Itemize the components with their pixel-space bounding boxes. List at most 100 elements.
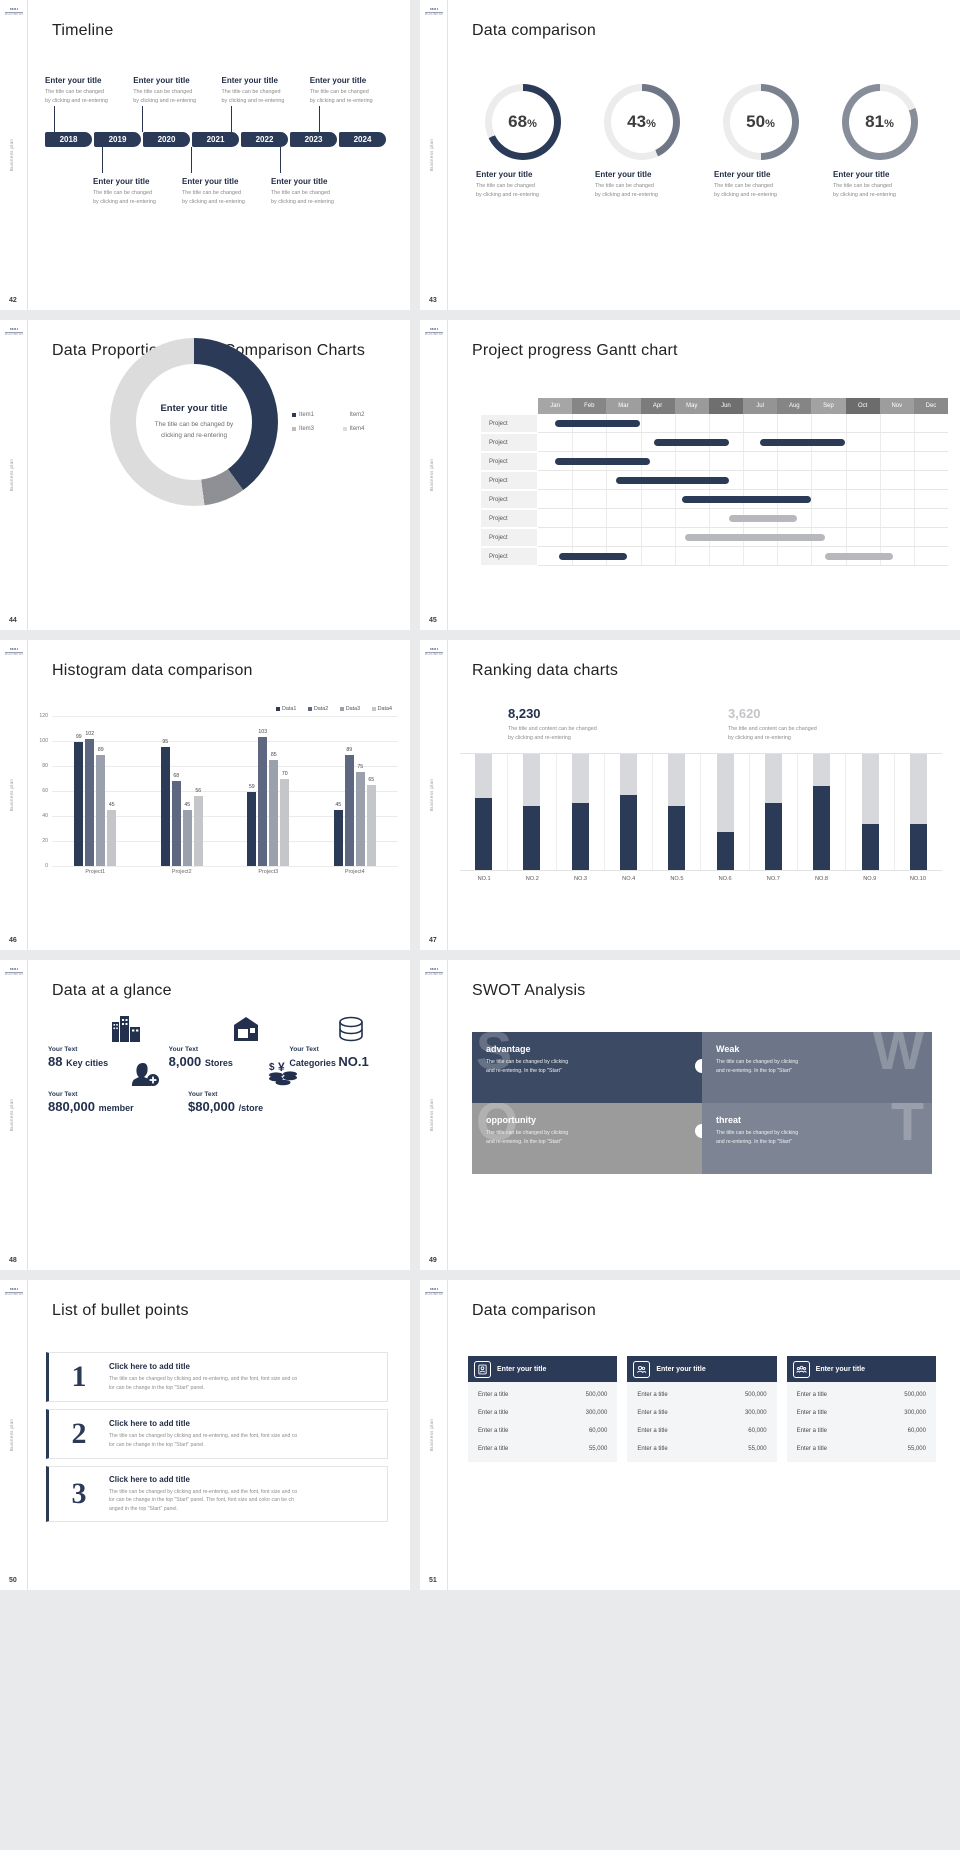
table-row[interactable]: Enter a title 60,000 xyxy=(478,1428,608,1434)
gauge-item[interactable]: 81% Enter your title The title can be ch… xyxy=(827,84,932,200)
bar[interactable]: 89 xyxy=(344,747,354,866)
bar[interactable]: 59 xyxy=(247,784,257,866)
headline-secondary[interactable]: 3,620 The title and content can be chang… xyxy=(728,706,817,741)
slide-comparison-table[interactable]: TEXT BUSINESS Business plan 51 Data comp… xyxy=(420,1280,960,1590)
list-item[interactable]: 3 Click here to add title The title can … xyxy=(46,1466,388,1522)
ranking-column[interactable] xyxy=(460,754,509,870)
gantt-row[interactable]: Project xyxy=(480,433,948,452)
slide-data-comparison-gauges[interactable]: TEXT BUSINESS Business plan 43 Data comp… xyxy=(420,0,960,310)
slide-gantt[interactable]: TEXT BUSINESS Business plan 45 Project p… xyxy=(420,320,960,630)
gantt-bar[interactable] xyxy=(684,534,825,541)
slide-data-proportions[interactable]: TEXT BUSINESS Business plan 44 Data Prop… xyxy=(0,320,410,630)
bar[interactable]: 103 xyxy=(258,729,268,866)
bar[interactable]: 75 xyxy=(355,764,365,866)
bar[interactable]: 56 xyxy=(193,788,203,866)
bar[interactable]: 102 xyxy=(85,731,95,866)
list-item[interactable]: 1 Click here to add title The title can … xyxy=(46,1352,388,1402)
legend-item[interactable]: Item2 xyxy=(349,412,365,418)
legend-item[interactable]: Item4 xyxy=(342,426,388,432)
bar[interactable]: 99 xyxy=(74,734,84,866)
gantt-row[interactable]: Project xyxy=(480,509,948,528)
gantt-row[interactable]: Project xyxy=(480,471,948,490)
swot-weakness[interactable]: W Weak The title can be changed by click… xyxy=(702,1032,932,1103)
gantt-bar[interactable] xyxy=(554,420,641,427)
list-item[interactable]: 2 Click here to add title The title can … xyxy=(46,1409,388,1459)
swot-opportunity[interactable]: O opportunity The title can be changed b… xyxy=(472,1103,702,1174)
bar[interactable]: 45 xyxy=(107,802,117,866)
timeline-item[interactable]: Enter your title The title can be change… xyxy=(222,76,310,132)
gantt-bar[interactable] xyxy=(616,477,730,484)
legend-item[interactable]: Item3 xyxy=(292,426,337,432)
table-column[interactable]: Enter your title Enter a title 500,000 En… xyxy=(468,1356,618,1462)
bar[interactable]: 68 xyxy=(171,773,181,866)
slide-timeline[interactable]: TEXT BUSINESS Business plan 42 Timeline … xyxy=(0,0,410,310)
slide-ranking[interactable]: TEXT BUSINESS Business plan 47 Ranking d… xyxy=(420,640,960,950)
table-column[interactable]: Enter your title Enter a title 500,000 En… xyxy=(627,1356,777,1462)
gantt-row[interactable]: Project xyxy=(480,528,948,547)
year-chip[interactable]: 2019 xyxy=(94,132,141,147)
year-chip[interactable]: 2020 xyxy=(143,132,190,147)
bar[interactable]: 85 xyxy=(269,752,279,866)
bar[interactable]: 45 xyxy=(333,802,343,866)
stat-item[interactable]: $ ¥ Your Text $80,000 /store xyxy=(188,1060,310,1114)
table-column[interactable]: Enter your title Enter a title 500,000 En… xyxy=(786,1356,936,1462)
gantt-row[interactable]: Project xyxy=(480,547,948,566)
gantt-row[interactable]: Project xyxy=(480,490,948,509)
gantt-row[interactable]: Project xyxy=(480,414,948,433)
table-row[interactable]: Enter a title 55,000 xyxy=(637,1446,767,1452)
bar[interactable]: 95 xyxy=(160,739,170,866)
gantt-bar[interactable] xyxy=(759,439,846,446)
table-row[interactable]: Enter a title 300,000 xyxy=(796,1410,926,1416)
slide-data-at-a-glance[interactable]: TEXT BUSINESS Business plan 48 Data at a… xyxy=(0,960,410,1270)
swot-threat[interactable]: T threat The title can be changed by cli… xyxy=(702,1103,932,1174)
gantt-bar[interactable] xyxy=(654,439,730,446)
year-chip[interactable]: 2023 xyxy=(290,132,337,147)
slide-swot[interactable]: TEXT BUSINESS Business plan 49 SWOT Anal… xyxy=(420,960,960,1270)
table-row[interactable]: Enter a title 60,000 xyxy=(637,1428,767,1434)
stat-item[interactable]: Your Text 88 Key cities xyxy=(48,1016,151,1069)
table-row[interactable]: Enter a title 55,000 xyxy=(478,1446,608,1452)
year-chip[interactable]: 2021 xyxy=(192,132,239,147)
stat-item[interactable]: Your Text 880,000 member xyxy=(48,1063,170,1114)
gantt-bar[interactable] xyxy=(825,553,894,560)
gantt-bar[interactable] xyxy=(681,496,812,503)
gantt-bar[interactable] xyxy=(729,515,798,522)
table-row[interactable]: Enter a title 55,000 xyxy=(796,1446,926,1452)
ranking-column[interactable] xyxy=(557,754,605,870)
legend-item[interactable]: Data2 xyxy=(308,706,328,712)
stat-item[interactable]: Your Text 8,000 Stores xyxy=(169,1017,272,1069)
timeline-item[interactable]: Enter your title The title can be change… xyxy=(93,147,182,207)
ranking-column[interactable] xyxy=(508,754,557,870)
legend-item[interactable]: Data3 xyxy=(340,706,360,712)
table-row[interactable]: Enter a title 500,000 xyxy=(637,1392,767,1398)
slide-bullet-list[interactable]: TEXT BUSINESS Business plan 50 List of b… xyxy=(0,1280,410,1590)
timeline-item[interactable]: Enter your title The title can be change… xyxy=(310,76,398,132)
gauge-item[interactable]: 43% Enter your title The title can be ch… xyxy=(589,84,694,200)
ranking-column[interactable] xyxy=(605,754,654,870)
bar[interactable]: 45 xyxy=(182,802,192,866)
gantt-bar[interactable] xyxy=(558,553,627,560)
year-chip[interactable]: 2024 xyxy=(339,132,386,147)
ranking-column[interactable] xyxy=(653,754,702,870)
slide-histogram[interactable]: TEXT BUSINESS Business plan 46 Histogram… xyxy=(0,640,410,950)
legend-item[interactable]: Item1 xyxy=(292,412,337,418)
ranking-column[interactable] xyxy=(846,754,895,870)
gantt-row[interactable]: Project xyxy=(480,452,948,471)
year-chip[interactable]: 2018 xyxy=(45,132,92,147)
gauge-item[interactable]: 50% Enter your title The title can be ch… xyxy=(708,84,813,200)
legend-item[interactable]: Data1 xyxy=(276,706,296,712)
headline-primary[interactable]: 8,230 The title and content can be chang… xyxy=(508,706,597,741)
table-row[interactable]: Enter a title 300,000 xyxy=(637,1410,767,1416)
ranking-column[interactable] xyxy=(895,754,942,870)
ranking-column[interactable] xyxy=(701,754,750,870)
legend-item[interactable]: Data4 xyxy=(372,706,392,712)
table-row[interactable]: Enter a title 60,000 xyxy=(796,1428,926,1434)
ranking-column[interactable] xyxy=(750,754,799,870)
timeline-item[interactable]: Enter your title The title can be change… xyxy=(133,76,221,132)
gantt-bar[interactable] xyxy=(554,458,651,465)
timeline-item[interactable]: Enter your title The title can be change… xyxy=(45,76,133,132)
gauge-item[interactable]: 68% Enter your title The title can be ch… xyxy=(470,84,575,200)
year-chip[interactable]: 2022 xyxy=(241,132,288,147)
stat-item[interactable]: Your Text Categories NO.1 xyxy=(289,1016,392,1069)
table-row[interactable]: Enter a title 500,000 xyxy=(796,1392,926,1398)
